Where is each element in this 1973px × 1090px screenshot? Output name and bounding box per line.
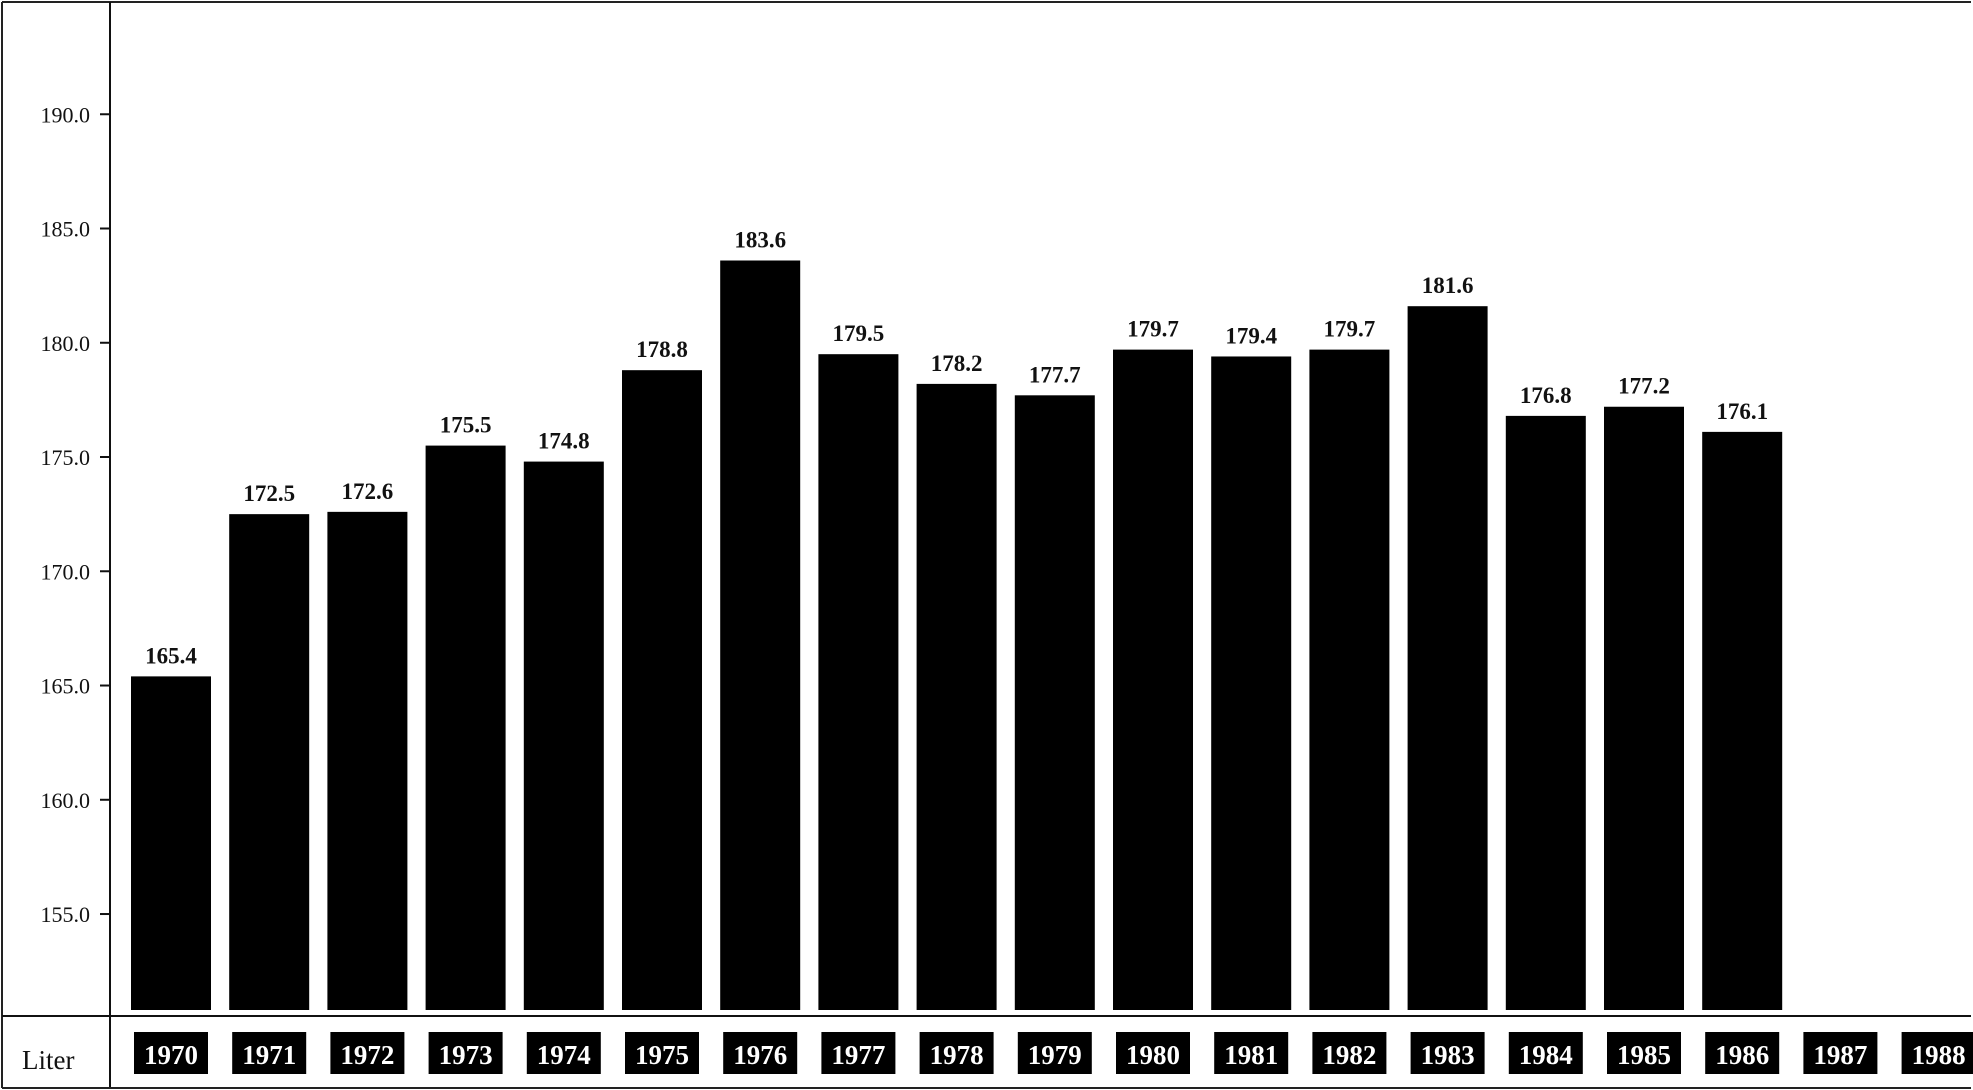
y-axis: 190.0 185.0 180.0 175.0 170.0 165.0 160.0 155.0 [41,102,110,927]
bar-value-label: 172.6 [342,479,394,504]
bar-value-label: 176.1 [1716,399,1768,424]
y-tick-label: 170.0 [41,559,91,584]
y-tick-label: 175.0 [41,445,91,470]
year-label-box [1410,1032,1485,1074]
bar-value-label: 178.2 [931,351,983,376]
bar-value-label: 174.8 [538,429,590,454]
bar-value-label: 177.2 [1618,374,1670,399]
x-tick-label: 1974 [537,1040,591,1070]
bar [131,676,211,1010]
year-label-box [919,1032,994,1074]
x-tick-label: 1973 [439,1040,493,1070]
bar [1505,415,1586,1011]
y-tick-label: 180.0 [41,331,91,356]
bar [622,370,702,1010]
bar [720,260,801,1010]
year-label-box [1508,1032,1583,1074]
year-label-box [1017,1032,1092,1074]
x-tick-label: 1978 [930,1040,984,1070]
year-label-box [723,1032,798,1074]
year-label-box [625,1032,699,1074]
bar-value-label: 179.7 [1324,317,1376,342]
bar [818,354,899,1010]
x-tick-label: 1980 [1126,1040,1180,1070]
x-tick-label: 1981 [1224,1040,1278,1070]
y-tick-label: 190.0 [41,102,91,127]
bar [1407,306,1488,1010]
bar [1702,431,1783,1011]
x-tick-label: 1970 [144,1040,198,1070]
year-label-box [1607,1032,1681,1074]
bars: 165.4 172.5 172.6 175.5 174.8 178.8 183.6 179.5… [131,227,1783,1011]
y-tick-label: 160.0 [41,788,91,813]
bar [425,445,506,1010]
bar-value-label: 179.7 [1127,317,1179,342]
x-tick-label: 1979 [1028,1040,1082,1070]
y-tick-label: 165.0 [41,674,91,699]
bar [1014,395,1095,1010]
x-tick-label: 1977 [831,1040,885,1070]
bar [1604,406,1684,1011]
x-tick-label: 1983 [1421,1040,1475,1070]
unit-label: Liter [22,1045,74,1075]
year-label-box [821,1032,896,1074]
x-tick-label: 1988 [1912,1040,1966,1070]
year-label-box [330,1032,405,1074]
year-label-box [526,1032,601,1074]
bar-value-label: 172.5 [243,481,295,506]
year-label-box [134,1032,208,1074]
y-tick-label: 155.0 [41,902,91,927]
bar [523,461,604,1010]
x-tick-label: 1985 [1617,1040,1671,1070]
x-axis: Liter 1970 1971 1972 1973 1974 1975 1976 1977 19… [22,1032,1973,1075]
bar [229,514,310,1010]
bar-value-label: 179.4 [1225,323,1277,348]
year-label-box [1705,1032,1780,1074]
bar [327,511,408,1010]
year-label-box [1901,1032,1973,1074]
bar [1309,349,1390,1011]
x-tick-label: 1976 [733,1040,787,1070]
bar-value-label: 177.7 [1029,362,1081,387]
x-tick-label: 1972 [340,1040,394,1070]
bar-value-label: 165.4 [145,643,197,668]
bar-value-label: 176.8 [1520,383,1572,408]
bar-value-label: 183.6 [734,227,786,252]
x-tick-label: 1971 [242,1040,296,1070]
year-label-box [1214,1032,1289,1074]
x-tick-label: 1987 [1813,1040,1867,1070]
bar [1113,349,1193,1011]
year-label-box [1116,1032,1190,1074]
year-label-box [1312,1032,1387,1074]
year-label-box [232,1032,307,1074]
bar-value-label: 175.5 [440,413,492,438]
x-tick-label: 1986 [1715,1040,1769,1070]
bar [1211,356,1292,1010]
year-label-box [1803,1032,1878,1074]
x-tick-label: 1982 [1322,1040,1376,1070]
bar [916,383,997,1011]
y-tick-label: 185.0 [41,217,91,242]
bar-value-label: 179.5 [833,321,885,346]
bar-value-label: 178.8 [636,337,688,362]
x-tick-label: 1984 [1519,1040,1573,1070]
year-label-box [428,1032,503,1074]
x-tick-label: 1975 [635,1040,689,1070]
bar-value-label: 181.6 [1422,273,1474,298]
